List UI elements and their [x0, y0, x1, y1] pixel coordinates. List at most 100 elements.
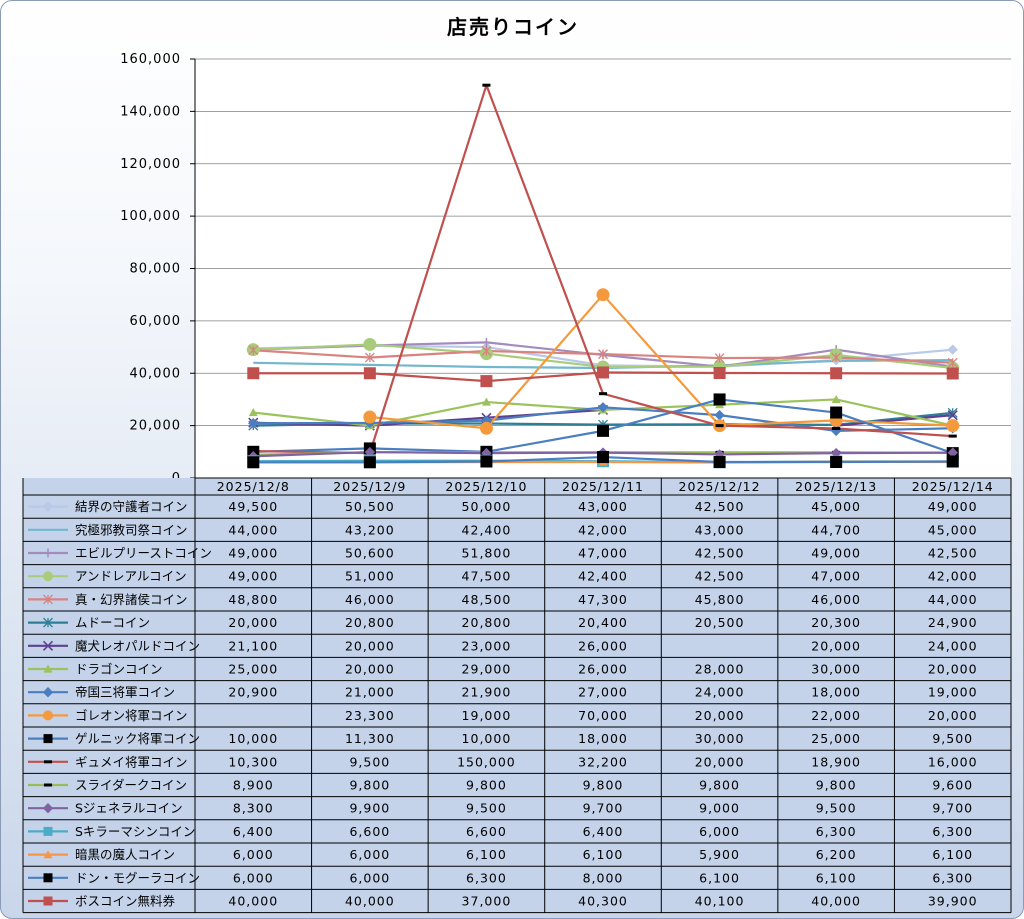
- data-point: [43, 571, 53, 582]
- data-table-cell: 9,800: [699, 778, 740, 793]
- data-table-cell: 20,000: [345, 662, 395, 677]
- data-point: [831, 352, 842, 363]
- data-point: [597, 366, 609, 379]
- data-point: [363, 337, 377, 351]
- data-table-cell: 6,300: [932, 824, 973, 839]
- data-table-cell: 150,000: [457, 754, 516, 769]
- data-point: [247, 367, 260, 380]
- y-tick-label: 160,000: [120, 52, 181, 67]
- data-point: [364, 352, 375, 363]
- data-table-cell: 42,400: [462, 522, 512, 537]
- data-table-cell: 48,800: [228, 592, 278, 607]
- data-table-cell: 6,600: [349, 824, 390, 839]
- data-table-cell: 20,000: [345, 638, 395, 653]
- chart-title: 店売りコイン: [447, 15, 579, 39]
- legend-series-name: 究極邪教司祭コイン: [75, 522, 188, 537]
- data-table-cell: 49,000: [228, 569, 278, 584]
- data-table-cell: 6,200: [816, 847, 857, 862]
- data-point: [43, 664, 53, 673]
- legend-series-name: Sキラーマシンコイン: [75, 824, 195, 839]
- category-label: 2025/12/11: [562, 479, 644, 494]
- data-point: [43, 734, 53, 744]
- data-table-cell: 6,100: [932, 847, 973, 862]
- data-point: [832, 427, 841, 431]
- data-point: [597, 451, 609, 464]
- data-table-cell: 42,000: [928, 569, 978, 584]
- data-table-cell: 9,600: [932, 778, 973, 793]
- data-table-cell: 25,000: [811, 731, 861, 746]
- data-table-cell: 24,000: [928, 638, 978, 653]
- data-table-cell: 20,400: [578, 615, 628, 630]
- data-table-cell: 9,500: [816, 801, 857, 816]
- y-tick-label: 140,000: [120, 104, 181, 119]
- data-table-cell: 6,100: [466, 847, 507, 862]
- data-table-cell: 9,800: [583, 778, 624, 793]
- data-table-cell: 22,000: [811, 708, 861, 723]
- data-point: [43, 873, 53, 883]
- legend-series-name: 真・幻界諸侯コイン: [75, 592, 188, 607]
- data-point: [43, 850, 53, 859]
- data-table-cell: 6,300: [816, 824, 857, 839]
- data-table-cell: 26,000: [578, 638, 628, 653]
- y-tick-label: 80,000: [130, 262, 182, 277]
- data-table-cell: 6,100: [699, 870, 740, 885]
- data-table-cell: 5,900: [699, 847, 740, 862]
- data-table-cell: 29,000: [462, 662, 512, 677]
- y-tick-label: 120,000: [120, 157, 181, 172]
- data-table-cell: 42,500: [695, 499, 745, 514]
- legend-series-name: ドン・モグーラコイン: [75, 870, 200, 885]
- data-table-cell: 45,800: [695, 592, 745, 607]
- data-point: [597, 402, 609, 413]
- data-table-cell: 40,100: [695, 894, 745, 909]
- data-table-cell: 6,300: [932, 870, 973, 885]
- legend-series-name: ムドーコイン: [75, 615, 150, 630]
- data-point: [479, 421, 493, 435]
- data-point: [714, 353, 725, 364]
- data-table-cell: 9,800: [349, 778, 390, 793]
- data-table-cell: 20,500: [695, 615, 745, 630]
- y-tick-label: 60,000: [130, 314, 182, 329]
- data-point: [946, 367, 959, 380]
- data-table-cell: 30,000: [695, 731, 745, 746]
- data-table-cell: 42,000: [578, 522, 628, 537]
- data-point: [43, 896, 53, 906]
- data-point: [42, 802, 54, 814]
- data-table-cell: 21,100: [228, 638, 278, 653]
- data-table-cell: 40,000: [228, 894, 278, 909]
- data-table-cell: 6,000: [233, 847, 274, 862]
- category-label: 2025/12/13: [795, 479, 877, 494]
- data-table-cell: 9,700: [583, 801, 624, 816]
- data-table-cell: 42,500: [928, 546, 978, 561]
- data-point: [42, 640, 54, 651]
- data-point: [43, 594, 53, 605]
- data-table-cell: 16,000: [928, 754, 978, 769]
- data-table-cell: 43,000: [578, 499, 628, 514]
- data-table-cell: 47,000: [578, 546, 628, 561]
- data-point: [247, 456, 260, 469]
- data-table-cell: 26,000: [578, 662, 628, 677]
- data-table-cell: 50,600: [345, 546, 395, 561]
- legend-series-name: 暗黒の魔人コイン: [75, 847, 175, 862]
- data-table-cell: 32,200: [578, 754, 628, 769]
- series-line: [369, 293, 953, 430]
- data-point: [946, 455, 959, 468]
- data-point: [481, 337, 491, 347]
- data-point: [482, 83, 491, 87]
- data-table-cell: 43,000: [695, 522, 745, 537]
- category-label: 2025/12/10: [445, 479, 527, 494]
- data-table-cell: 23,300: [345, 708, 395, 723]
- data-table-cell: 19,000: [462, 708, 512, 723]
- data-table-cell: 21,000: [345, 685, 395, 700]
- legend-series-name: ギュメイ将軍コイン: [75, 754, 188, 769]
- data-table-cell: 6,000: [699, 824, 740, 839]
- data-table-cell: 10,000: [462, 731, 512, 746]
- data-table-cell: 6,000: [349, 870, 390, 885]
- data-point: [830, 367, 843, 380]
- data-table-cell: 6,400: [583, 824, 624, 839]
- data-point: [248, 345, 259, 356]
- data-table-cell: 8,000: [583, 870, 624, 885]
- data-table-cell: 9,500: [932, 731, 973, 746]
- category-label: 2025/12/12: [679, 479, 761, 494]
